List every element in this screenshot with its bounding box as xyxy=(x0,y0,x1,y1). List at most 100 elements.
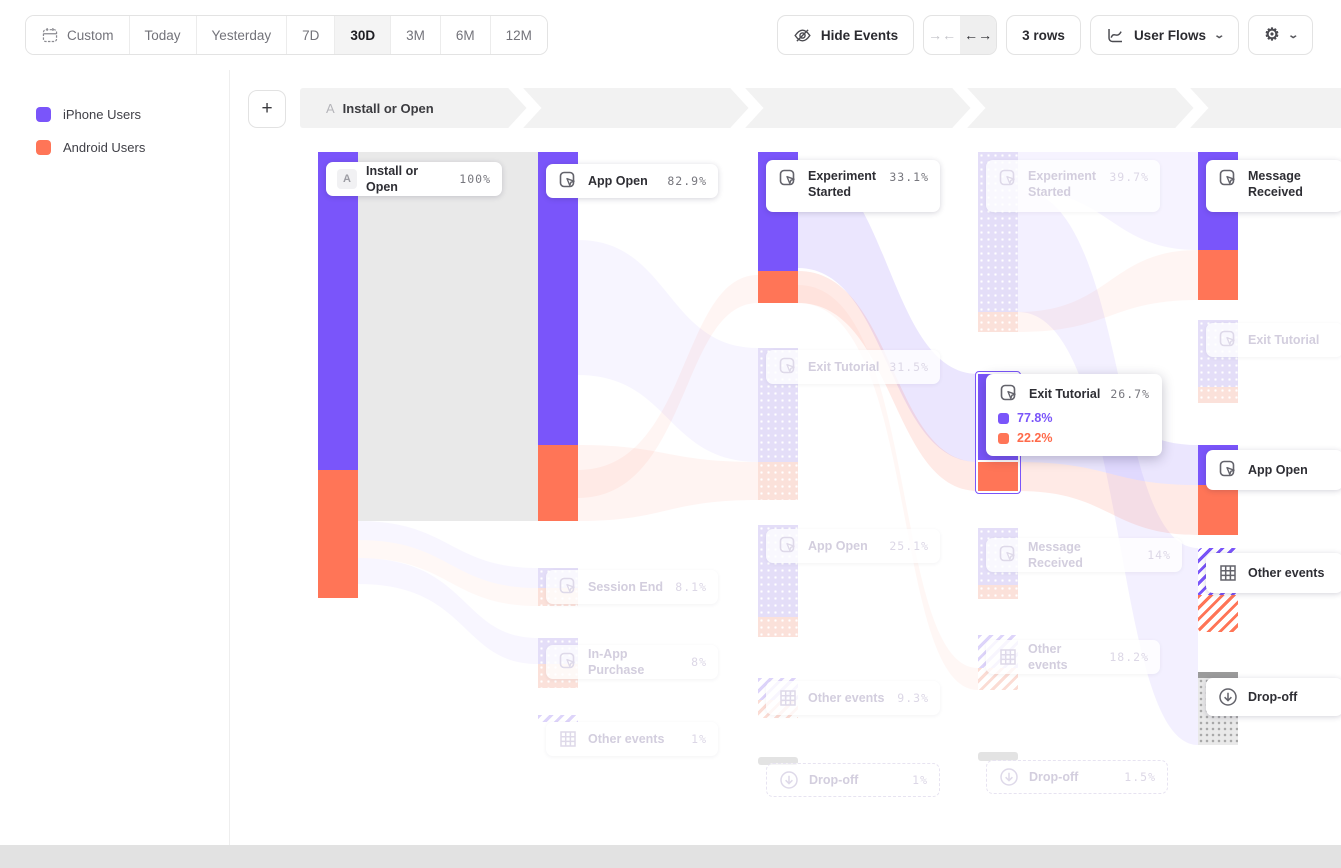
node-card-exit-tutorial[interactable]: Exit Tutorial xyxy=(1206,323,1341,357)
event-click-icon xyxy=(997,168,1019,190)
spacing-toggle: →← ←→ xyxy=(923,15,998,55)
step-header-band[interactable]: A Install or Open xyxy=(300,88,1341,128)
node-card-drop-off[interactable]: Drop-off 1% xyxy=(766,763,940,797)
node-card-message-received[interactable]: Message Received 14% xyxy=(986,538,1182,572)
node-bar[interactable] xyxy=(758,271,798,303)
legend-item-iphone-users[interactable]: iPhone Users xyxy=(0,98,229,131)
date-btn-today[interactable]: Today xyxy=(128,16,196,54)
rows-button[interactable]: 3 rows xyxy=(1006,15,1081,55)
node-card-other-events[interactable]: Other events 18.2% xyxy=(986,640,1160,674)
step-letter-badge: A xyxy=(337,169,357,189)
legend-item-android-users[interactable]: Android Users xyxy=(0,131,229,164)
event-click-icon xyxy=(557,651,579,673)
legend-swatch-purple xyxy=(36,107,51,122)
node-bar[interactable] xyxy=(978,312,1018,332)
drop-off-icon xyxy=(998,766,1020,788)
node-card-in-app-purchase[interactable]: In-App Purchase 8% xyxy=(546,645,718,679)
legend-label: Android Users xyxy=(63,140,146,155)
user-flows-icon xyxy=(1106,26,1125,45)
node-bar[interactable] xyxy=(538,715,578,722)
node-bar[interactable] xyxy=(758,462,798,500)
top-toolbar: Custom Today Yesterday 7D 30D 3M 6M 12M … xyxy=(0,0,1341,70)
node-card-exit-tutorial-hovered[interactable]: Exit Tutorial 26.7% 77.8% 22.2% xyxy=(986,374,1162,456)
node-card-app-open[interactable]: App Open xyxy=(1206,450,1341,490)
add-step-button[interactable]: + xyxy=(248,90,286,128)
grid-icon xyxy=(997,646,1019,668)
drop-off-icon xyxy=(1217,686,1239,708)
node-card-experiment-started[interactable]: Experiment Started 33.1% xyxy=(766,160,940,212)
node-bar-segment-orange xyxy=(978,462,1018,491)
node-bar[interactable] xyxy=(1198,485,1238,535)
event-click-icon xyxy=(777,168,799,190)
date-btn-6m[interactable]: 6M xyxy=(439,16,490,54)
step-chevron-icon xyxy=(508,88,542,128)
node-bar[interactable] xyxy=(978,585,1018,599)
event-click-icon xyxy=(998,383,1020,405)
node-card-exit-tutorial[interactable]: Exit Tutorial 31.5% xyxy=(766,350,940,384)
date-btn-12m[interactable]: 12M xyxy=(489,16,547,54)
view-selector[interactable]: User Flows ⌄ xyxy=(1089,15,1240,55)
node-bar[interactable] xyxy=(538,152,578,445)
node-card-experiment-started[interactable]: Experiment Started 39.7% xyxy=(986,160,1160,212)
grid-icon xyxy=(1217,562,1239,584)
breakdown-iphone: 77.8% xyxy=(998,411,1150,425)
segments-sidebar: iPhone Users Android Users xyxy=(0,70,230,845)
node-bar[interactable] xyxy=(758,617,798,637)
node-card-message-received[interactable]: Message Received xyxy=(1206,160,1341,212)
step-header-text: A Install or Open xyxy=(326,88,434,128)
node-card-session-end[interactable]: Session End 8.1% xyxy=(546,570,718,604)
gear-icon: ⚙ xyxy=(1264,25,1280,44)
node-card-drop-off[interactable]: Drop-off 1.5% xyxy=(986,760,1168,794)
node-card-drop-off[interactable]: Drop-off xyxy=(1206,678,1341,716)
bottom-scroll-strip[interactable] xyxy=(0,845,1341,868)
toolbar-right: Hide Events →← ←→ 3 rows User Flows ⌄ ⚙ xyxy=(776,15,1313,55)
node-bar[interactable] xyxy=(1198,387,1238,403)
node-bar[interactable] xyxy=(318,152,358,470)
step-chevron-icon xyxy=(952,88,986,128)
date-btn-label: Custom xyxy=(67,27,114,43)
node-card-other-events[interactable]: Other events 1% xyxy=(546,722,718,756)
event-click-icon xyxy=(1217,168,1239,190)
event-click-icon xyxy=(997,544,1019,566)
sankey-chart: A Install or Open 100% App Open 82.9% Se… xyxy=(230,70,1341,845)
node-card-install-or-open[interactable]: A Install or Open 100% xyxy=(326,162,502,196)
grid-icon xyxy=(777,687,799,709)
page-body: iPhone Users Android Users + A Install o… xyxy=(0,70,1341,845)
drop-off-icon xyxy=(778,769,800,791)
node-bar[interactable] xyxy=(758,757,798,765)
date-btn-30d[interactable]: 30D xyxy=(334,16,391,54)
node-card-other-events[interactable]: Other events 9.3% xyxy=(766,681,940,715)
node-card-app-open[interactable]: App Open 82.9% xyxy=(546,164,718,198)
legend-swatch-orange xyxy=(36,140,51,155)
hide-events-label: Hide Events xyxy=(820,27,899,43)
date-btn-3m[interactable]: 3M xyxy=(390,16,440,54)
hide-events-button[interactable]: Hide Events xyxy=(776,15,915,55)
node-bar[interactable] xyxy=(1198,595,1238,632)
eye-off-icon xyxy=(793,26,812,45)
node-bar[interactable] xyxy=(978,752,1018,761)
step-title: Install or Open xyxy=(342,100,434,116)
breakdown-android: 22.2% xyxy=(998,431,1150,445)
collapse-columns-button[interactable]: →← xyxy=(924,16,960,54)
node-bar[interactable] xyxy=(1198,672,1238,678)
settings-button[interactable]: ⚙ ⌄ xyxy=(1248,15,1313,55)
node-bar[interactable] xyxy=(318,470,358,598)
event-click-icon xyxy=(1217,329,1239,351)
date-range-group: Custom Today Yesterday 7D 30D 3M 6M 12M xyxy=(25,15,548,55)
node-card-other-events[interactable]: Other events xyxy=(1206,553,1341,593)
collapse-icon: →← xyxy=(928,27,957,43)
event-click-icon xyxy=(557,576,579,598)
node-bar[interactable] xyxy=(1198,250,1238,300)
expand-columns-button[interactable]: ←→ xyxy=(960,16,997,54)
grid-icon xyxy=(557,728,579,750)
rows-label: 3 rows xyxy=(1022,27,1065,43)
date-btn-yesterday[interactable]: Yesterday xyxy=(195,16,287,54)
node-bar[interactable] xyxy=(538,445,578,521)
date-btn-custom[interactable]: Custom xyxy=(26,16,129,54)
breakdown-swatch-purple xyxy=(998,412,1009,424)
chevron-down-icon: ⌄ xyxy=(1286,29,1299,41)
chevron-down-icon: ⌄ xyxy=(1213,29,1226,41)
date-btn-7d[interactable]: 7D xyxy=(286,16,335,54)
node-card-app-open[interactable]: App Open 25.1% xyxy=(766,529,940,563)
